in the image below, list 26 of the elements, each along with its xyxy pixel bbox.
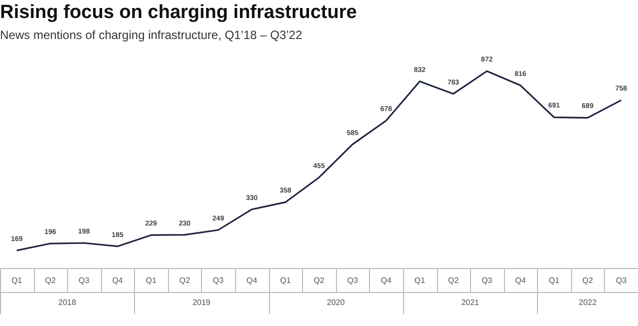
chart-title: Rising focus on charging infrastructure [0, 2, 357, 24]
x-tick-label: Q3 [212, 276, 224, 286]
x-tick-label: Q3 [482, 276, 493, 286]
x-tick-label: Q1 [11, 276, 23, 286]
x-tick-label: Q3 [347, 276, 358, 286]
text: 2020 [326, 298, 346, 308]
x-tick-label: Q2 [45, 276, 56, 286]
text: 2022 [578, 298, 598, 308]
text: 2021 [461, 298, 480, 308]
x-tick-label: Q4 [112, 276, 124, 286]
chart-subtitle: News mentions of charging infrastructure, Q1’18 – Q3’22 [0, 28, 302, 42]
x-tick-label: Q2 [448, 276, 460, 286]
x-tick-label: Q3 [616, 276, 628, 286]
x-tick-label: Q4 [380, 276, 392, 286]
x-tick-label: Q2 [314, 276, 325, 286]
x-tick-label: Q2 [582, 276, 594, 286]
text: 2018 [58, 298, 77, 308]
x-tick-label: Q2 [179, 276, 191, 286]
x-tick-label: Q1 [280, 276, 292, 286]
text: 2019 [192, 298, 211, 308]
x-tick-label: Q3 [78, 276, 90, 286]
x-tick-label: Q1 [146, 276, 157, 286]
x-tick-label: Q4 [515, 276, 526, 286]
x-tick-label: Q1 [414, 276, 426, 286]
x-tick-label: Q4 [246, 276, 258, 286]
x-tick-label: Q1 [548, 276, 560, 286]
